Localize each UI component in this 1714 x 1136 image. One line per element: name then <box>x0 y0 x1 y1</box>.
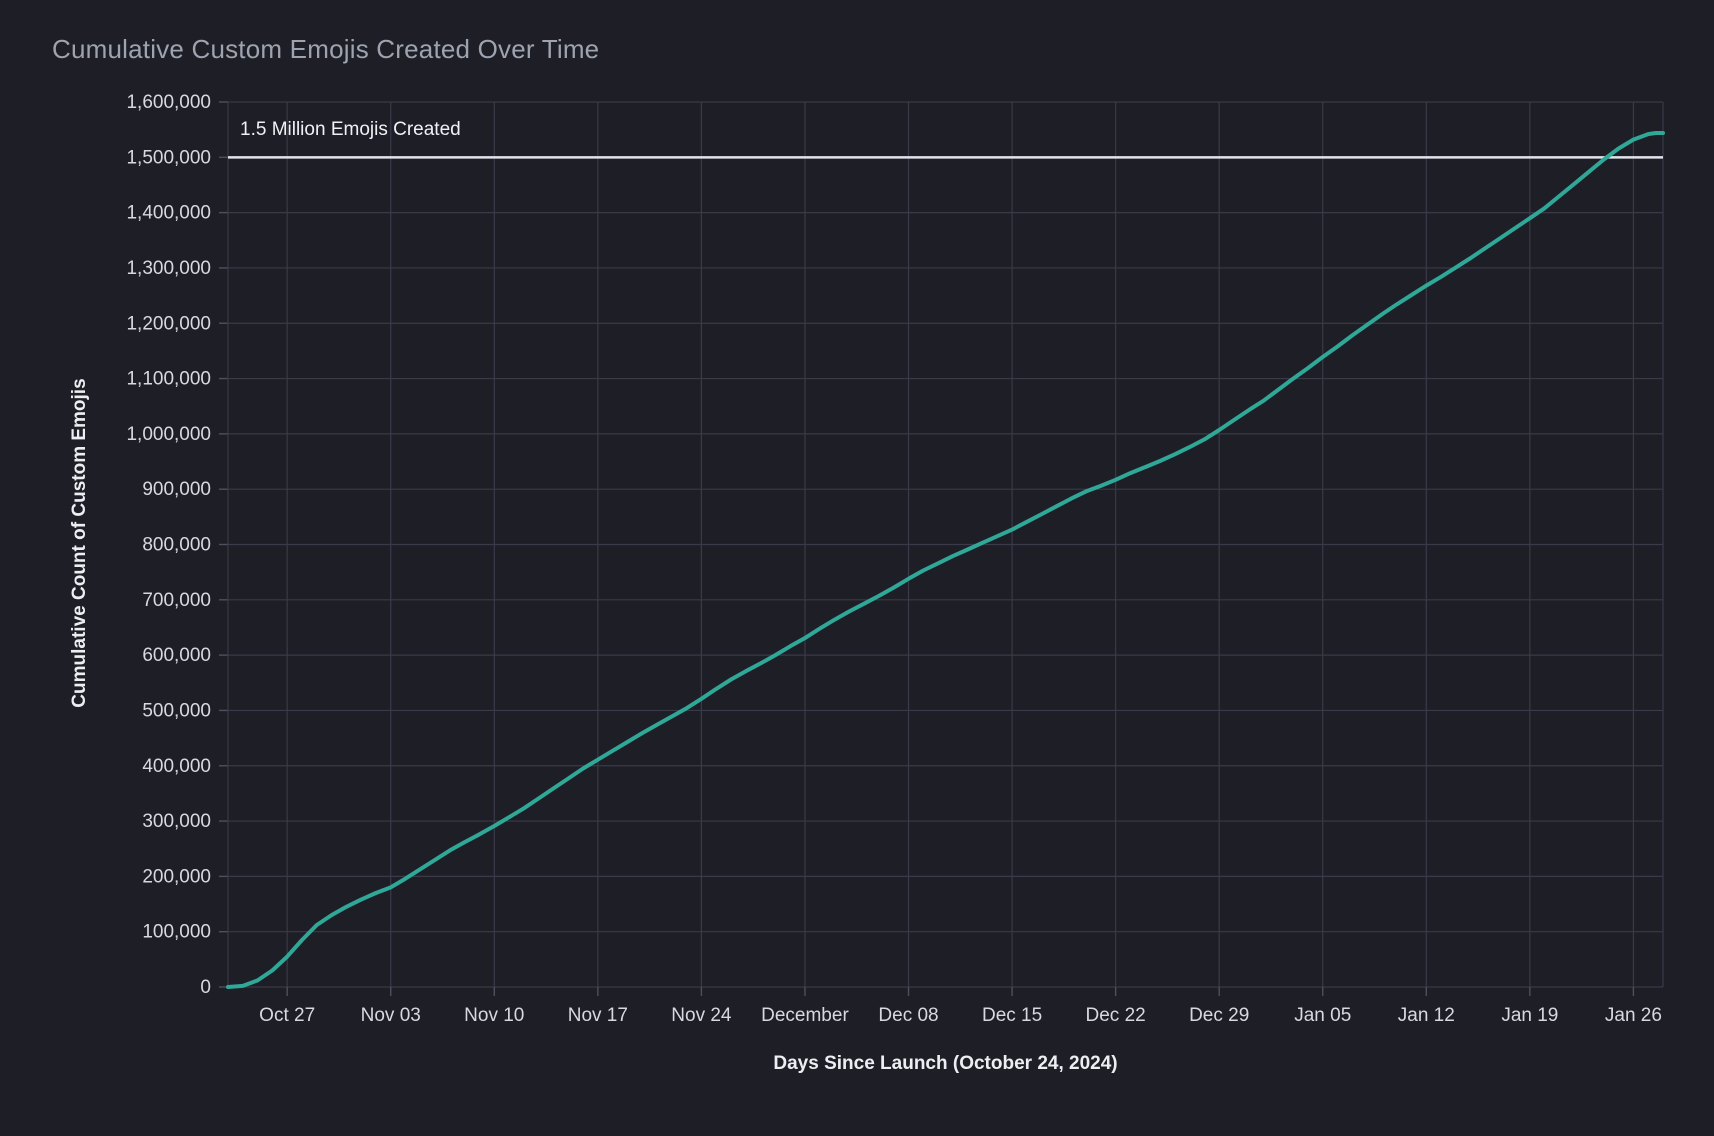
x-axis-title: Days Since Launch (October 24, 2024) <box>773 1053 1118 1074</box>
y-tick-label: 500,000 <box>142 700 211 721</box>
emoji-count-line <box>226 131 1665 989</box>
x-tick-label: December <box>761 1005 849 1026</box>
x-tick-label: Dec 22 <box>1086 1005 1146 1026</box>
y-tick-label: 200,000 <box>142 866 211 887</box>
y-tick-label: 100,000 <box>142 922 211 943</box>
x-tick-label: Jan 19 <box>1501 1005 1558 1026</box>
y-tick-label: 1,400,000 <box>126 203 211 224</box>
x-tick-label: Jan 05 <box>1294 1005 1351 1026</box>
x-tick-label: Dec 08 <box>878 1005 938 1026</box>
y-tick-label: 1,200,000 <box>126 313 211 334</box>
y-tick-label: 1,600,000 <box>126 92 211 113</box>
y-tick-label: 1,100,000 <box>126 369 211 390</box>
x-tick-label: Jan 12 <box>1398 1005 1455 1026</box>
y-tick-label: 0 <box>200 977 211 998</box>
x-tick-label: Nov 24 <box>671 1005 732 1026</box>
y-tick-label: 800,000 <box>142 535 211 556</box>
y-axis-title: Cumulative Count of Custom Emojis <box>69 377 90 708</box>
y-tick-label: 600,000 <box>142 645 211 666</box>
x-tick-label: Nov 17 <box>568 1005 628 1026</box>
x-tick-label: Jan 26 <box>1605 1005 1662 1026</box>
x-tick-label: Dec 15 <box>982 1005 1042 1026</box>
x-tick-label: Nov 03 <box>361 1005 421 1026</box>
threshold-annotation: 1.5 Million Emojis Created <box>240 119 461 141</box>
x-tick-label: Oct 27 <box>259 1005 315 1026</box>
x-tick-label: Dec 29 <box>1189 1005 1249 1026</box>
y-tick-label: 900,000 <box>142 479 211 500</box>
y-tick-label: 400,000 <box>142 756 211 777</box>
x-tick-label: Nov 10 <box>464 1005 524 1026</box>
y-tick-label: 1,500,000 <box>126 147 211 168</box>
y-tick-label: 1,300,000 <box>126 258 211 279</box>
y-tick-label: 300,000 <box>142 811 211 832</box>
chart-title: Cumulative Custom Emojis Created Over Ti… <box>52 34 600 64</box>
y-tick-label: 700,000 <box>142 590 211 611</box>
y-tick-label: 1,000,000 <box>126 424 211 445</box>
